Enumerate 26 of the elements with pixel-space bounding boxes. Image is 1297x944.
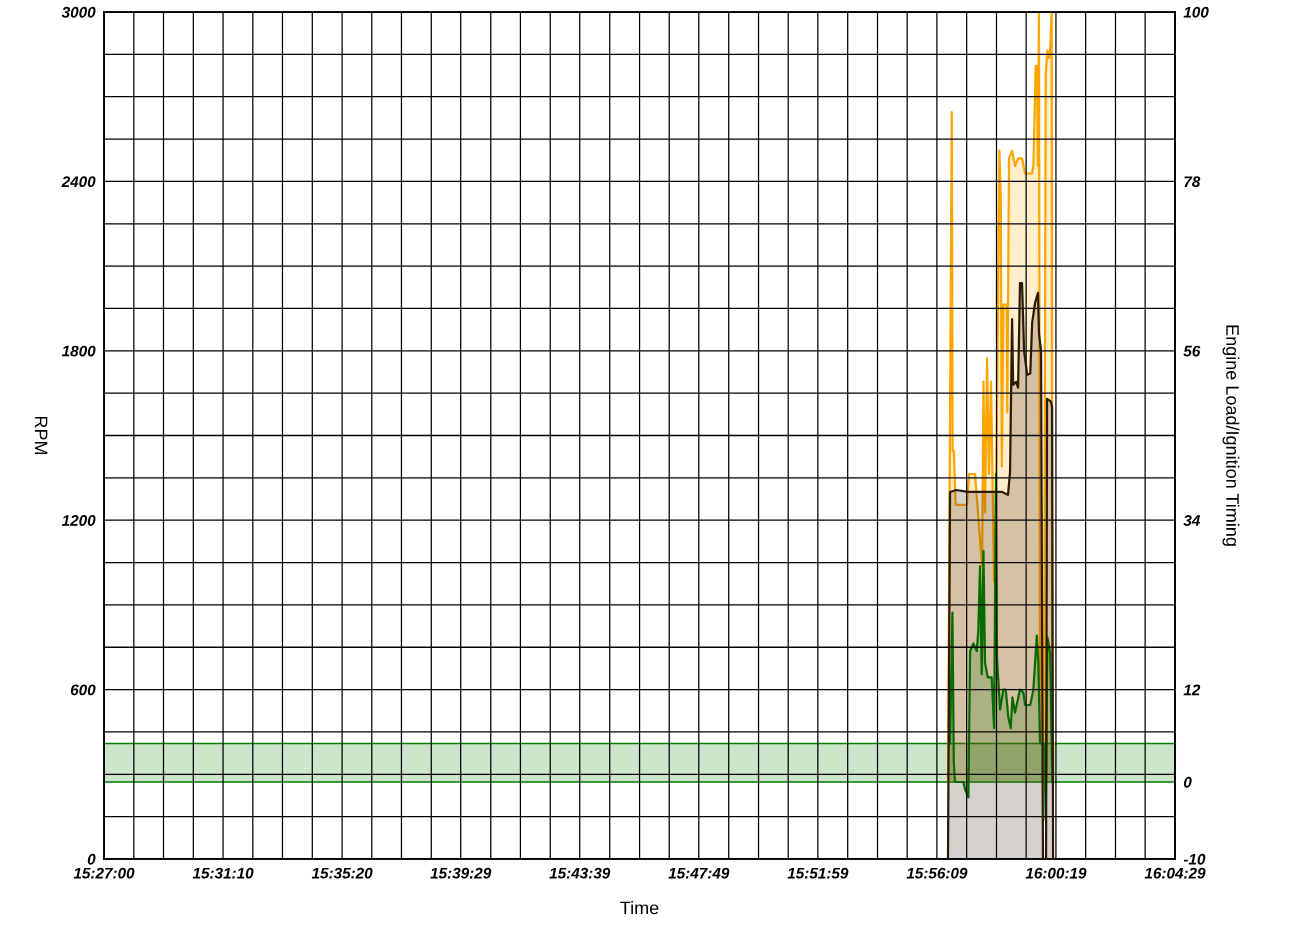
x-axis-title: Time: [620, 901, 659, 915]
x-tick-label: 15:35:20: [311, 867, 373, 879]
x-tick-label: 15:43:39: [549, 867, 611, 879]
x-tick-label: 16:04:29: [1144, 867, 1206, 879]
y2-tick-label: 78: [1184, 176, 1201, 188]
y2-tick-label: 34: [1183, 515, 1201, 526]
x-tick-label: 15:56:09: [906, 867, 968, 879]
x-tick-label: 15:31:10: [192, 867, 254, 879]
y-tick-label: 3000: [61, 6, 96, 18]
x-tick-label: 15:51:59: [787, 867, 849, 879]
y-tick-label: 1800: [61, 345, 96, 357]
y2-tick-label: 12: [1183, 684, 1201, 696]
y2-tick-label: 56: [1183, 345, 1201, 357]
x-tick-label: 15:27:00: [73, 867, 135, 879]
y-tick-label: 600: [70, 684, 96, 696]
y2-tick-label: 100: [1183, 6, 1209, 18]
y-tick-label: 0: [87, 853, 96, 865]
y-axis-title: RPM: [34, 416, 48, 455]
x-tick-label: 15:39:29: [430, 867, 492, 879]
x-tick-label: 15:47:49: [668, 867, 730, 879]
x-tick-label: 16:00:19: [1025, 867, 1087, 879]
y-tick-label: 1200: [61, 515, 96, 526]
y-tick-label: 2400: [61, 176, 96, 188]
y2-tick-label: 0: [1183, 776, 1192, 788]
y2-tick-label: -10: [1183, 853, 1206, 865]
y2-axis-title: Engine Load/Ignition Timing: [1222, 325, 1240, 546]
